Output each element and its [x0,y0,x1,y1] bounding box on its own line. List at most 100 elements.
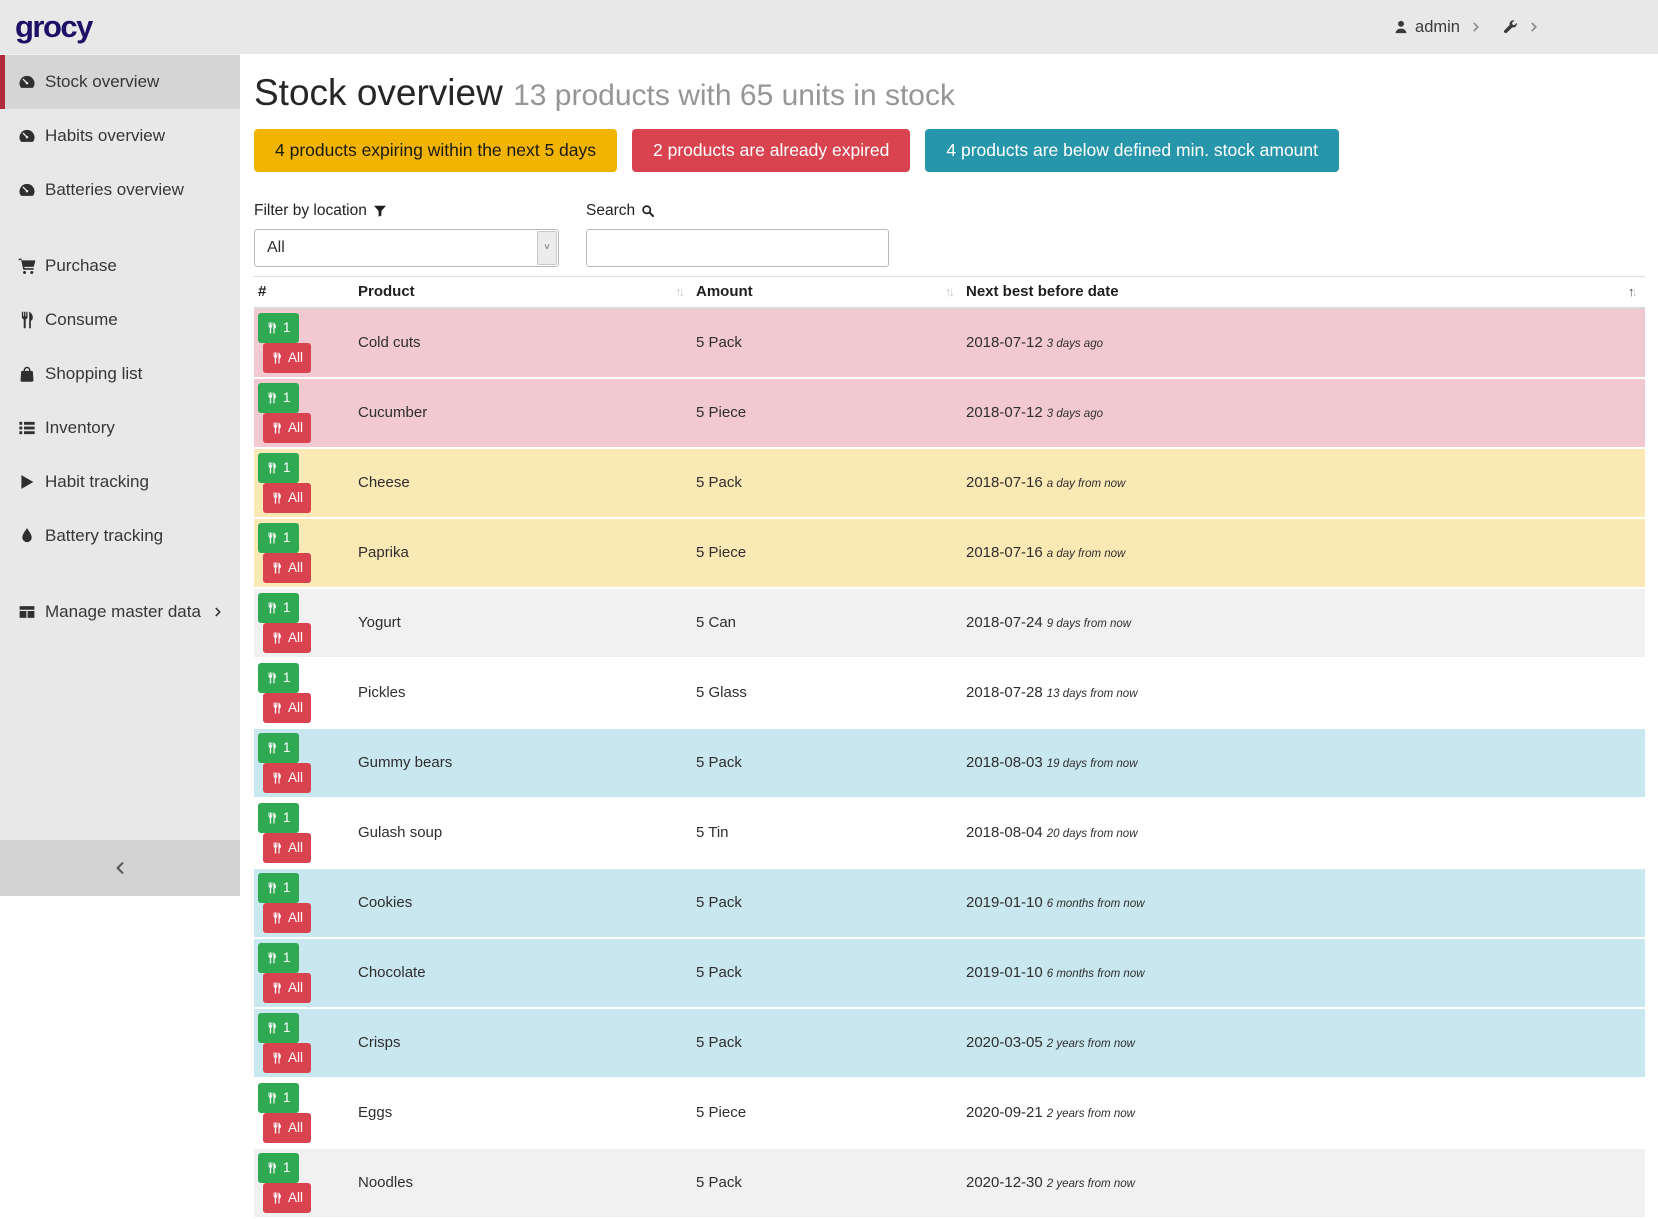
below-min-stock-alert-button[interactable]: 4 products are below defined min. stock … [925,129,1339,172]
filter-icon [373,204,387,218]
consume-all-button[interactable]: All [263,553,311,583]
location-filter-select[interactable]: All ˅ [254,229,559,267]
product-amount: 5 Pack [692,938,962,1008]
sort-icon: ↑↓ [675,284,688,299]
consume-one-button[interactable]: 1 [258,1013,299,1043]
play-icon [18,473,36,491]
consume-one-button[interactable]: 1 [258,803,299,833]
chevron-right-icon[interactable] [1528,21,1540,33]
consume-one-button[interactable]: 1 [258,593,299,623]
consume-all-button[interactable]: All [263,1043,311,1073]
sort-icon-asc: ↑↓ [1628,284,1641,299]
utensils-icon [266,532,278,544]
best-before-date: 2018-08-04 [966,824,1043,841]
consume-all-button[interactable]: All [263,763,311,793]
best-before-timeago: 2 years from now [1047,1178,1135,1190]
consume-one-button[interactable]: 1 [258,943,299,973]
search-block: Search [586,202,889,267]
consume-all-button[interactable]: All [263,343,311,373]
product-amount: 5 Piece [692,518,962,588]
utensils-icon [266,322,278,334]
consume-all-button[interactable]: All [263,1113,311,1143]
topbar-right: admin [1393,18,1658,37]
search-label: Search [586,202,889,220]
sidebar-collapse-button[interactable] [0,840,240,896]
best-before-timeago: 6 months from now [1047,968,1145,980]
utensils-icon [266,1092,278,1104]
consume-all-button[interactable]: All [263,903,311,933]
consume-all-button[interactable]: All [263,483,311,513]
column-header-number: # [254,276,354,308]
chevron-right-icon [212,606,224,618]
sidebar-item-label: Manage master data [45,602,201,622]
consume-all-button[interactable]: All [263,623,311,653]
column-header-best-before[interactable]: Next best before date↑↓ [962,276,1645,308]
consume-all-button[interactable]: All [263,693,311,723]
expired-alert-button[interactable]: 2 products are already expired [632,129,910,172]
best-before-date: 2020-12-30 [966,1174,1043,1191]
sidebar-item-consume[interactable]: Consume [0,293,240,347]
user-menu[interactable]: admin [1393,18,1460,37]
column-header-product[interactable]: Product↑↓ [354,276,692,308]
product-amount: 5 Pack [692,1008,962,1078]
sidebar-item-shopping-list[interactable]: Shopping list [0,347,240,401]
sort-icon: ↑↓ [945,284,958,299]
utensils-icon [18,311,36,329]
consume-all-button[interactable]: All [263,973,311,1003]
utensils-icon [271,422,283,434]
user-name: admin [1415,18,1460,37]
tachometer-icon [18,181,36,199]
sidebar-item-battery-tracking[interactable]: Battery tracking [0,509,240,563]
utensils-icon [266,672,278,684]
utensils-icon [271,702,283,714]
best-before-date: 2018-07-12 [966,334,1043,351]
column-header-amount[interactable]: Amount↑↓ [692,276,962,308]
sidebar-item-habit-tracking[interactable]: Habit tracking [0,455,240,509]
chevron-right-icon[interactable] [1470,21,1482,33]
consume-one-button[interactable]: 1 [258,523,299,553]
consume-all-button[interactable]: All [263,413,311,443]
utensils-icon [266,602,278,614]
best-before-timeago: 19 days from now [1047,758,1138,770]
consume-one-button[interactable]: 1 [258,873,299,903]
product-name: Chocolate [354,938,692,1008]
consume-one-button[interactable]: 1 [258,313,299,343]
settings-menu[interactable] [1502,19,1518,35]
search-input[interactable] [586,229,889,267]
utensils-icon [271,772,283,784]
utensils-icon [271,842,283,854]
sidebar-item-inventory[interactable]: Inventory [0,401,240,455]
consume-all-button[interactable]: All [263,1183,311,1213]
sidebar-item-purchase[interactable]: Purchase [0,239,240,293]
product-name: Yogurt [354,588,692,658]
location-filter-label: Filter by location [254,202,559,220]
consume-one-button[interactable]: 1 [258,383,299,413]
consume-one-button[interactable]: 1 [258,733,299,763]
sidebar-item-stock-overview[interactable]: Stock overview [0,55,240,109]
sidebar-item-habits-overview[interactable]: Habits overview [0,109,240,163]
best-before-timeago: 3 days ago [1047,338,1103,350]
consume-one-button[interactable]: 1 [258,453,299,483]
expiring-alert-button[interactable]: 4 products expiring within the next 5 da… [254,129,617,172]
app-logo[interactable]: grocy [15,9,92,45]
consume-one-button[interactable]: 1 [258,663,299,693]
consume-one-button[interactable]: 1 [258,1153,299,1183]
chevron-left-icon [112,860,128,876]
consume-one-button[interactable]: 1 [258,1083,299,1113]
best-before-timeago: 6 months from now [1047,898,1145,910]
product-amount: 5 Pack [692,728,962,798]
sidebar-item-manage-master-data[interactable]: Manage master data [0,585,240,639]
utensils-icon [266,1022,278,1034]
sidebar-item-batteries-overview[interactable]: Batteries overview [0,163,240,217]
consume-all-button[interactable]: All [263,833,311,863]
